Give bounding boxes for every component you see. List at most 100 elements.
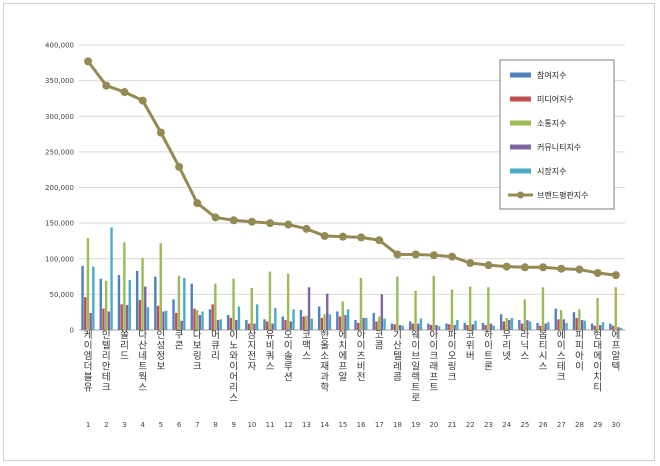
- line-point: [466, 259, 475, 268]
- bar: [484, 325, 487, 330]
- rank-label: 20: [429, 421, 438, 429]
- y-tick-label: 150,000: [45, 220, 74, 228]
- rank-label: 13: [302, 421, 311, 429]
- rank-label: 4: [140, 421, 145, 429]
- line-series: [84, 57, 620, 280]
- bar: [107, 311, 111, 330]
- bar: [617, 327, 620, 330]
- line-point: [593, 269, 602, 277]
- legend-swatch: [510, 144, 531, 150]
- bar: [362, 317, 365, 330]
- line-point: [247, 217, 256, 226]
- bar: [401, 325, 404, 330]
- y-axis: 0 50,000 100,000 150,000 200,000 250,000 300,0…: [45, 42, 74, 335]
- line-point: [557, 264, 566, 273]
- bar: [575, 317, 578, 330]
- bar: [141, 258, 144, 330]
- bar: [596, 297, 599, 330]
- line-point: [393, 250, 402, 259]
- bar: [463, 322, 466, 330]
- bar: [125, 305, 129, 330]
- bar: [253, 323, 256, 330]
- bar: [393, 324, 396, 330]
- bar: [120, 304, 123, 330]
- rank-label: 2: [104, 421, 108, 429]
- bars: [81, 227, 623, 330]
- bar: [102, 308, 105, 330]
- bar: [164, 310, 168, 330]
- legend-box: [499, 59, 615, 210]
- bar: [419, 318, 423, 330]
- bar: [219, 319, 222, 330]
- rank-label: 17: [375, 421, 384, 429]
- bar: [611, 325, 615, 330]
- bar: [562, 319, 566, 330]
- bar: [117, 275, 121, 330]
- bar: [156, 305, 160, 330]
- bar: [84, 297, 87, 330]
- rank-label: 22: [466, 421, 475, 429]
- line-point: [229, 216, 238, 225]
- bar: [216, 320, 220, 330]
- bar: [456, 320, 459, 330]
- line-point: [302, 224, 311, 233]
- bar: [474, 320, 477, 330]
- bar: [411, 323, 415, 330]
- bar: [518, 320, 521, 330]
- bar: [557, 319, 560, 330]
- bar: [578, 309, 581, 330]
- bar: [336, 311, 339, 330]
- bar: [432, 275, 435, 330]
- line-point: [266, 219, 275, 228]
- line-point: [156, 128, 165, 137]
- legend-label: 커뮤니티지수: [537, 142, 581, 152]
- bar: [86, 238, 90, 330]
- rank-label: 9: [231, 421, 235, 429]
- bar: [536, 322, 539, 330]
- y-tick-label: 250,000: [45, 148, 74, 156]
- bar: [159, 243, 162, 330]
- bar: [144, 286, 147, 330]
- bar: [572, 312, 576, 330]
- bar: [263, 319, 266, 330]
- legend-swatch: [510, 120, 531, 126]
- rank-label: 25: [520, 421, 529, 429]
- bar: [450, 289, 454, 330]
- bar: [445, 323, 448, 330]
- bar: [372, 312, 375, 330]
- bar: [326, 293, 329, 330]
- bar: [471, 324, 475, 330]
- bar: [177, 275, 181, 330]
- bar: [123, 242, 126, 330]
- bar: [414, 290, 417, 330]
- rank-label: 7: [195, 421, 199, 429]
- bar: [232, 278, 235, 330]
- bar: [172, 299, 175, 330]
- rank-label: 24: [502, 421, 511, 429]
- legend-label: 참여지수: [537, 70, 566, 80]
- bar: [323, 314, 326, 330]
- bar: [89, 312, 92, 330]
- legend-swatch: [510, 96, 531, 102]
- bar: [481, 322, 485, 330]
- bar: [302, 316, 305, 330]
- legend-label: 미디어지수: [537, 94, 574, 104]
- bar: [398, 325, 402, 330]
- rank-label: 27: [557, 421, 566, 429]
- rank-label: 14: [320, 421, 329, 429]
- bar: [499, 314, 503, 330]
- y-tick-label: 200,000: [45, 184, 74, 192]
